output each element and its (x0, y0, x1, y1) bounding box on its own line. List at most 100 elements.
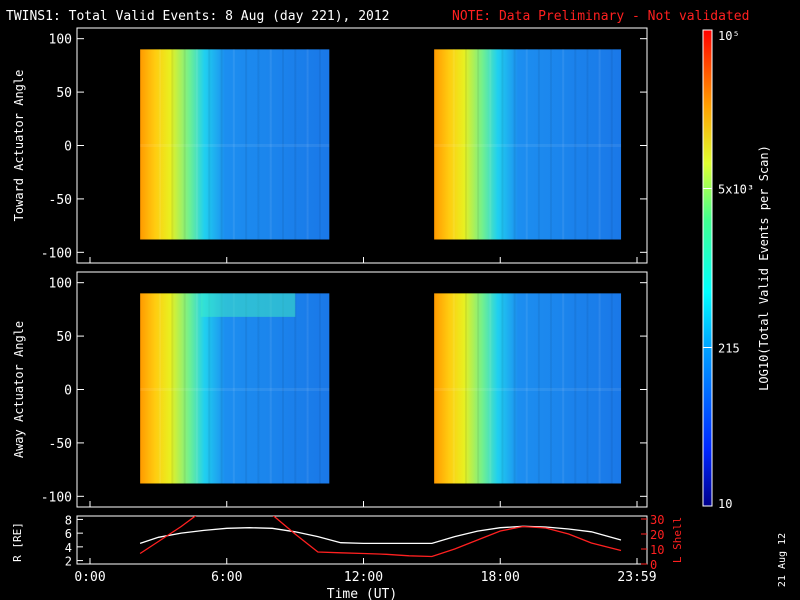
heatmap-stripe (574, 49, 577, 240)
heatmap-stripe (269, 49, 272, 240)
heatmap-stripe (550, 49, 553, 240)
zero-angle-band (140, 144, 330, 147)
heatmap-stripe (610, 49, 613, 240)
zero-angle-band (140, 388, 330, 391)
heatmap-stripe (232, 49, 235, 240)
right-tick-label: 10 (650, 543, 664, 557)
right-tick-label: 0 (650, 558, 657, 572)
zero-angle-band (434, 144, 622, 147)
heatmap-stripe (537, 293, 540, 484)
y-tick-label: 50 (56, 330, 72, 345)
heatmap-stripe (610, 293, 613, 484)
toward-angle-panel: 100 50 0 -50 -100 Toward Actuator Angle (12, 27, 648, 264)
side-date: 21 Aug 12 (777, 533, 788, 587)
y-tick-label: 0 (64, 140, 72, 155)
y-tick-label: 0 (64, 384, 72, 399)
x-tick-label: 12:00 (344, 570, 383, 585)
y-tick-label: -100 (41, 246, 72, 261)
heatmap-stripe (562, 49, 565, 240)
preliminary-note: NOTE: Data Preliminary - Not validated (452, 9, 749, 24)
y-tick-label: 100 (49, 33, 72, 48)
colorbar-tick-label: 10 (718, 497, 732, 511)
x-tick-label: 23:59 (617, 570, 656, 585)
x-tick-label: 18:00 (481, 570, 520, 585)
heatmap-stripe (159, 49, 162, 240)
heatmap-stripe (171, 49, 174, 240)
heatmap-stripe (452, 293, 455, 484)
heatmap-stripe (501, 293, 504, 484)
heatmap-stripe (501, 49, 504, 240)
heatmap-stripe (294, 49, 297, 240)
y-tick-label: -100 (41, 490, 72, 505)
heatmap-stripe (183, 49, 186, 240)
heatmap-stripe (598, 293, 601, 484)
heatmap-stripe (171, 293, 174, 484)
heatmap-stripe (562, 293, 565, 484)
heatmap-stripe (586, 293, 589, 484)
heatmap-stripe (245, 49, 248, 240)
heatmap-stripe (245, 293, 248, 484)
heatmap-stripe (464, 293, 467, 484)
heatmap-stripe (306, 293, 309, 484)
heatmap-block (140, 49, 330, 240)
heatmap-stripe (489, 49, 492, 240)
colorbar-label: LOG10(Total Valid Events per Scan) (757, 145, 771, 391)
heatmap-stripe (208, 293, 211, 484)
heatmap-stripe (269, 293, 272, 484)
heatmap-stripe (195, 293, 198, 484)
zero-angle-band (434, 388, 622, 391)
heatmap-block (140, 293, 330, 484)
heatmap-stripe (537, 49, 540, 240)
heatmap-stripe (208, 49, 211, 240)
left-axis-label: R [RE] (11, 522, 24, 562)
y-axis-label: Away Actuator Angle (12, 321, 26, 458)
lshell-line (139, 516, 622, 558)
heatmap-block (434, 293, 622, 484)
y-tick-label: 4 (65, 541, 72, 555)
colorbar-tick-label: 5x10³ (718, 183, 754, 197)
heatmap-stripe (220, 293, 223, 484)
heatmap-stripe (195, 49, 198, 240)
colorbar-tick-label: 10⁵ (718, 29, 740, 43)
away-angle-panel: 100 50 0 -50 -100 Away Actuator Angle (12, 271, 648, 508)
heatmap-stripe (574, 293, 577, 484)
heatmap-stripe (294, 293, 297, 484)
chart-title: TWINS1: Total Valid Events: 8 Aug (day 2… (6, 9, 390, 24)
y-tick-label: 6 (65, 527, 72, 541)
y-tick-label: 2 (65, 555, 72, 569)
heatmap-stripe (220, 49, 223, 240)
x-axis-label: Time (UT) (327, 587, 397, 600)
heatmap-stripe (183, 293, 186, 484)
panel-frame (76, 515, 648, 565)
heatmap-stripe (232, 293, 235, 484)
x-tick-label: 0:00 (74, 570, 105, 585)
heatmap-stripe (513, 49, 516, 240)
heatmap-stripe (452, 49, 455, 240)
heatmap-stripe (257, 49, 260, 240)
heatmap-stripe (159, 293, 162, 484)
heatmap-stripe (306, 49, 309, 240)
heatmap-stripe (464, 49, 467, 240)
colorbar-scale (702, 29, 713, 507)
right-tick-label: 20 (650, 528, 664, 542)
y-axis-label: Toward Actuator Angle (12, 70, 26, 222)
heatmap-stripe (550, 293, 553, 484)
heatmap-block (434, 49, 622, 240)
y-tick-label: 8 (65, 513, 72, 527)
heatmap-stripe (257, 293, 260, 484)
colorbar-tick-label: 215 (718, 341, 740, 355)
heatmap-stripe (318, 49, 321, 240)
x-tick-label: 6:00 (211, 570, 242, 585)
enhanced-flux-region (200, 293, 296, 317)
heatmap-stripe (489, 293, 492, 484)
heatmap-stripe (513, 293, 516, 484)
heatmap-stripe (525, 49, 528, 240)
heatmap-stripe (477, 293, 480, 484)
right-tick-label: 30 (650, 513, 664, 527)
y-tick-label: -50 (49, 437, 72, 452)
heatmap-stripe (525, 293, 528, 484)
heatmap-stripe (477, 49, 480, 240)
heatmap-stripe (586, 49, 589, 240)
